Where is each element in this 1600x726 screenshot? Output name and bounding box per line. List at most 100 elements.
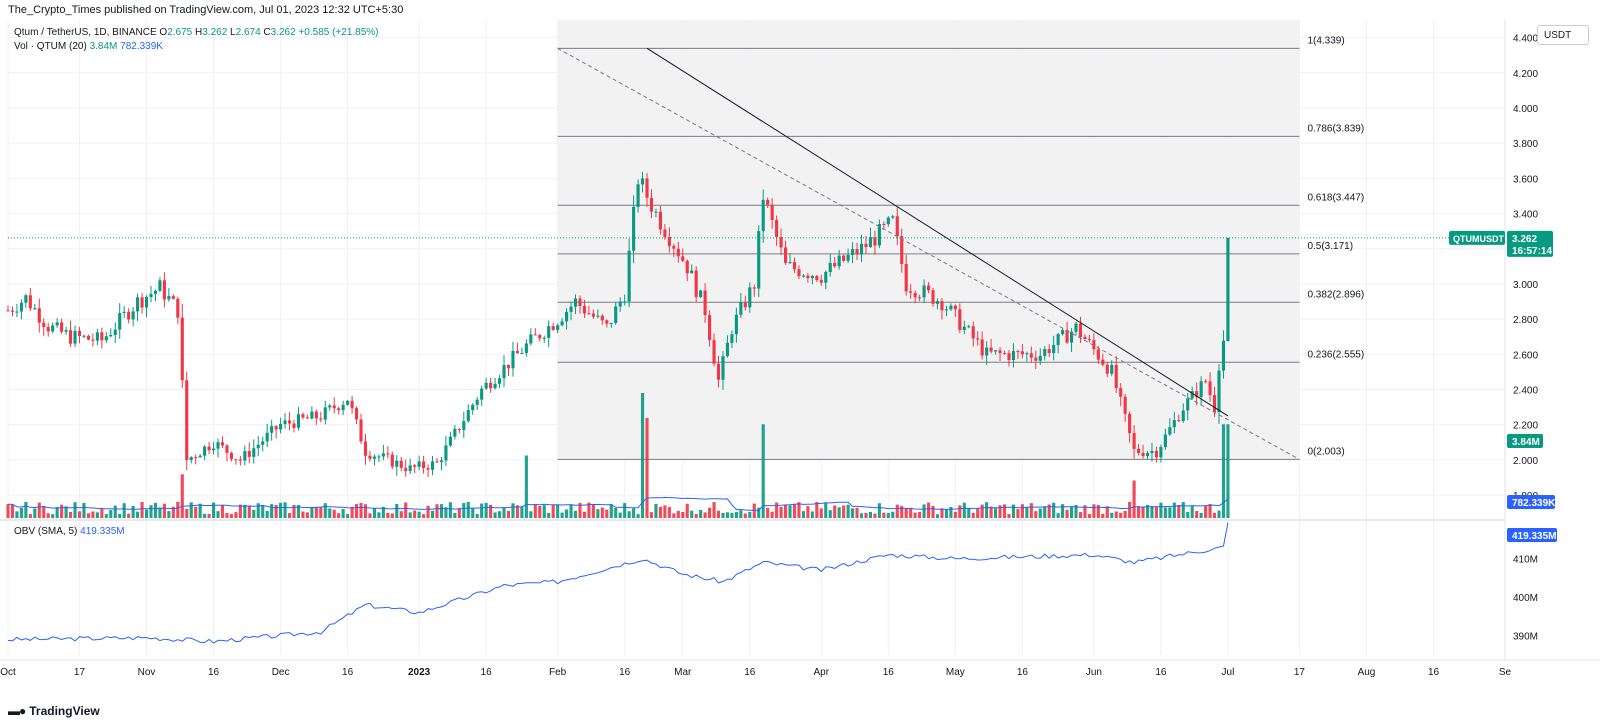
volume-bar	[274, 505, 278, 518]
candle-body	[547, 326, 551, 338]
volume-bar	[404, 502, 408, 518]
candle-body	[649, 197, 654, 212]
volume-bar	[417, 511, 421, 518]
candle-body	[68, 330, 73, 344]
volume-bar	[189, 502, 193, 518]
candle-body	[1074, 323, 1078, 332]
candle-body	[497, 378, 502, 384]
candle-body	[185, 380, 189, 461]
time-tick-label: 16	[883, 667, 895, 678]
volume-ma-line	[7, 496, 1229, 511]
volume-bar	[877, 503, 881, 518]
symbol-name[interactable]: Qtum / TetherUS, 1D, BINANCE	[14, 27, 157, 38]
candle-body	[475, 399, 479, 405]
volume-bar	[1056, 513, 1060, 518]
volume-bar	[131, 505, 135, 518]
fib-level-label: 0.382(2.896)	[1307, 289, 1364, 300]
volume-bar	[949, 507, 953, 518]
obv-label[interactable]: OBV (SMA, 5)	[14, 526, 78, 537]
volume-bar	[560, 512, 564, 518]
volume-bar	[243, 504, 247, 518]
volume-bar	[37, 502, 41, 518]
time-tick-label: Feb	[549, 667, 567, 678]
volume-bar	[672, 513, 676, 518]
candle-body	[600, 315, 604, 321]
candle-body	[283, 420, 287, 424]
candle-body	[636, 184, 640, 207]
time-tick-label: 2023	[408, 667, 431, 678]
volume-bar	[1002, 504, 1007, 518]
volume-bar	[591, 504, 595, 518]
candle-body	[77, 330, 82, 337]
candle-body	[1145, 453, 1150, 457]
time-tick-label: 16	[1428, 667, 1440, 678]
volume-label[interactable]: Vol · QTUM (20)	[14, 41, 87, 52]
candle-body	[1078, 323, 1083, 337]
candle-body	[1217, 370, 1221, 413]
volume-bar	[328, 508, 332, 518]
candle-body	[1181, 410, 1185, 421]
candle-body	[323, 407, 327, 420]
volume-bar	[846, 504, 850, 518]
volume-bar	[828, 510, 832, 518]
volume-bar	[819, 508, 823, 518]
volume-bar	[565, 509, 569, 518]
volume-bar	[1101, 513, 1105, 518]
candle-body	[189, 457, 193, 461]
candle-body	[596, 315, 600, 317]
volume-bar	[703, 512, 707, 518]
candle-body	[511, 350, 515, 369]
volume-bar	[770, 511, 774, 518]
candle-body	[314, 411, 318, 419]
candle-body	[368, 455, 372, 459]
volume-bar	[926, 502, 931, 518]
candle-body	[672, 246, 676, 249]
volume-bar	[377, 512, 381, 518]
candle-body	[770, 204, 774, 220]
candle-body	[386, 453, 390, 455]
candle-body	[560, 321, 564, 326]
candle-body	[743, 302, 747, 308]
candle-body	[265, 432, 269, 442]
volume-bar	[1052, 502, 1056, 518]
candle-body	[292, 423, 296, 428]
last-price-badge-bg	[1507, 230, 1553, 257]
candle-body	[444, 445, 448, 461]
volume-bar	[430, 510, 435, 518]
volume-bar	[82, 502, 86, 518]
tradingview-brand[interactable]: ▬● TradingView	[8, 704, 100, 718]
candle-body	[1204, 381, 1208, 383]
time-tick-label: Jun	[1086, 667, 1102, 678]
volume-bar	[994, 508, 998, 518]
candle-body	[524, 343, 528, 353]
volume-bar	[475, 514, 479, 518]
volume-bar	[855, 507, 859, 518]
candle-body	[6, 310, 10, 312]
candle-body	[136, 297, 140, 312]
price-tick-label: 2.200	[1513, 421, 1538, 432]
volume-bar	[895, 504, 899, 518]
candle-body	[1172, 420, 1176, 428]
candle-body	[118, 312, 122, 330]
candle-body	[346, 400, 350, 405]
volume-bar	[596, 509, 600, 518]
volume-bar	[390, 513, 394, 518]
price-tick-label: 2.600	[1513, 350, 1538, 361]
candle-body	[377, 456, 381, 458]
volume-bar	[185, 508, 189, 518]
price-tick-label: 4.000	[1513, 104, 1538, 115]
candle-body	[158, 280, 162, 291]
candle-body	[725, 342, 730, 357]
candle-body	[533, 334, 537, 336]
volume-bar	[587, 502, 591, 518]
volume-bar	[788, 505, 792, 518]
candle-body	[837, 255, 841, 267]
currency-selector[interactable]: USDT	[1537, 25, 1589, 45]
ohlc-l: L2.674	[227, 27, 261, 38]
candle-body	[926, 285, 931, 291]
candle-body	[24, 295, 28, 303]
candle-body	[1061, 330, 1065, 335]
candle-body	[337, 408, 341, 411]
volume-bar	[663, 505, 667, 518]
